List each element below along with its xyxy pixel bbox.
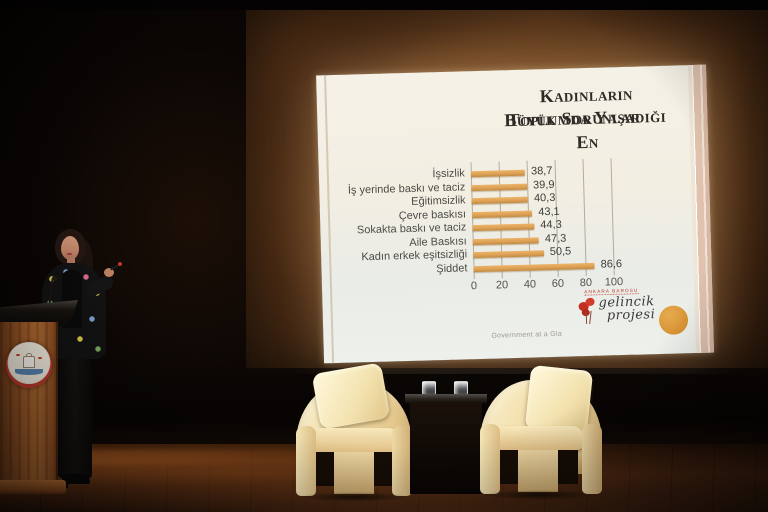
chair-pillow — [524, 364, 594, 436]
bar-value-label: 38,7 — [530, 164, 553, 178]
bar — [473, 250, 544, 259]
chair-arm-post — [582, 424, 602, 494]
x-axis-tick: 100 — [604, 276, 624, 289]
podium: MALTEPE BELEDİYESİ — [0, 276, 100, 498]
emblem-bird — [16, 354, 20, 356]
bar-value-label: 40,3 — [533, 191, 556, 205]
podium-emblem: MALTEPE BELEDİYESİ — [6, 342, 52, 388]
speaker-lips — [67, 253, 72, 255]
slide: Kadınların Toplumda Yaşadığı En Büyük So… — [316, 64, 714, 364]
chair-support — [334, 452, 374, 494]
bar — [472, 223, 535, 232]
x-axis-tick: 20 — [495, 279, 509, 292]
speaker-face — [61, 236, 79, 260]
chair-seat — [492, 426, 584, 450]
ceiling-shadow — [0, 0, 768, 10]
x-axis-tick: 40 — [523, 278, 537, 291]
chair-arm-post — [392, 426, 412, 496]
armchair-left — [296, 362, 412, 502]
bar-chart: İşsizlik 38,7 İş yerinde baskı ve taciz 39,… — [319, 158, 695, 303]
x-axis-tick: 80 — [579, 276, 593, 290]
slide-caption: Government at a Gla — [491, 330, 563, 340]
chair-shadow — [298, 492, 410, 502]
bar-value-label: 47,3 — [544, 232, 567, 245]
armchair-right — [480, 364, 602, 504]
bar — [471, 210, 533, 218]
microphone-head — [52, 276, 57, 281]
bar — [472, 236, 540, 245]
bar — [473, 262, 595, 272]
side-table — [405, 381, 487, 496]
bar-value-label: 44,3 — [540, 218, 562, 232]
chair-support — [518, 450, 558, 492]
emblem-sea — [15, 369, 43, 375]
poppy-stem — [589, 310, 592, 324]
bar — [470, 169, 526, 178]
bar-value-label: 50,5 — [549, 245, 572, 259]
logo-script-line2: projesi — [606, 307, 656, 324]
chart-rows: İşsizlik 38,7 İş yerinde baskı ve taciz 39,… — [319, 161, 694, 279]
chart-category-label: Şiddet — [436, 261, 468, 275]
chair-seat — [308, 428, 400, 452]
chair-arm-post — [296, 426, 316, 496]
bar-value-label: 39,9 — [532, 178, 555, 191]
chair-pillow — [311, 362, 391, 430]
slide-title: Kadınların Toplumda Yaşadığı En Büyük So… — [338, 82, 669, 152]
bar — [471, 196, 529, 205]
x-axis-tick: 60 — [551, 277, 565, 290]
table-body — [410, 402, 482, 494]
presenter-remote-tip — [118, 262, 122, 266]
podium-emblem-text: MALTEPE BELEDİYESİ — [12, 344, 50, 348]
chair-arm-post — [480, 424, 500, 494]
bar-value-label: 86,6 — [600, 257, 623, 271]
poppy-petal — [585, 297, 595, 307]
x-axis-tick: 0 — [470, 280, 478, 293]
accent-circle — [658, 305, 689, 336]
chair-shadow — [482, 490, 594, 500]
slide-title-line2: Büyük Sorunlar — [504, 106, 641, 131]
bar-value-label: 43,1 — [538, 205, 560, 218]
emblem-gazebo — [23, 356, 35, 368]
podium-base — [0, 480, 66, 494]
bar — [471, 183, 528, 191]
microphone-icon — [48, 277, 54, 307]
emblem-bird — [38, 357, 42, 359]
